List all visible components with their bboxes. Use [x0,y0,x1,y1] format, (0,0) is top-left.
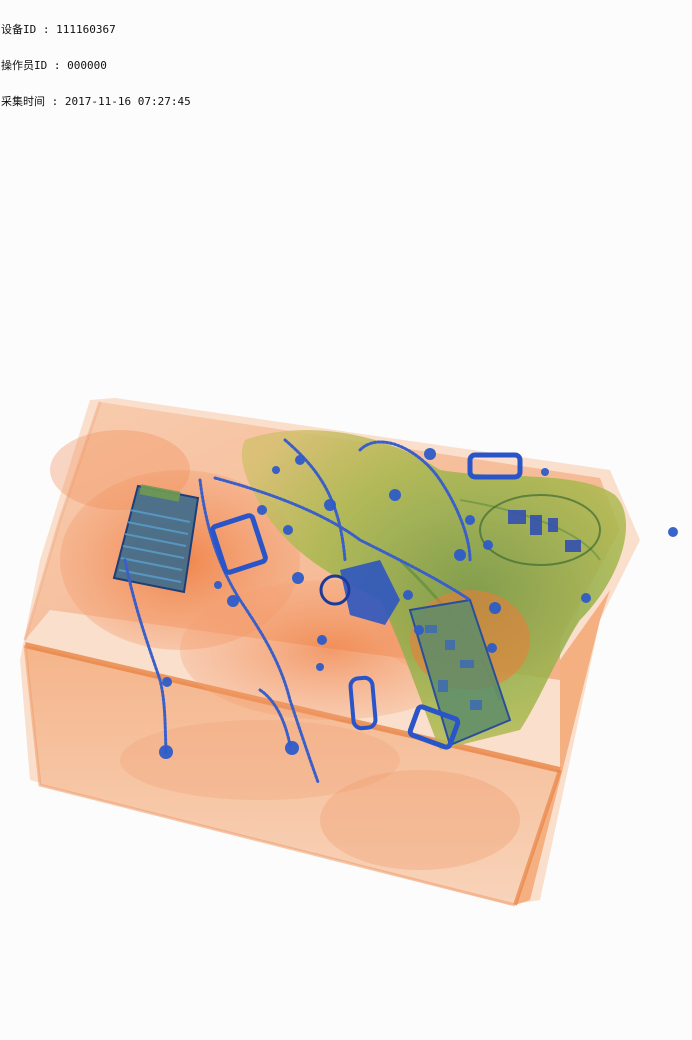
operator-id-row: 操作员ID : 000000 [1,59,107,72]
electronic-device [319,560,512,747]
buckle-top [467,452,523,480]
scan-info-overlay: 设备ID : 111160367 操作员ID : 000000 采集时间 : 2… [1,0,191,120]
device-id-row: 设备ID : 111160367 [1,23,116,36]
buckle-left [210,513,268,575]
buckle-center [348,675,378,731]
operator-id-value: 000000 [67,59,107,72]
buckle-bottom-right [407,704,461,750]
device-id-label: 设备ID [1,23,37,36]
buckles [159,448,678,759]
capture-time-label: 采集时间 [1,95,45,108]
zippers [123,438,472,784]
capture-time-row: 采集时间 : 2017-11-16 07:27:45 [1,95,191,108]
device-id-value: 111160367 [56,23,116,36]
operator-id-label: 操作员ID [1,59,48,72]
capture-time-value: 2017-11-16 07:27:45 [64,95,191,108]
circuit-board [112,484,200,594]
